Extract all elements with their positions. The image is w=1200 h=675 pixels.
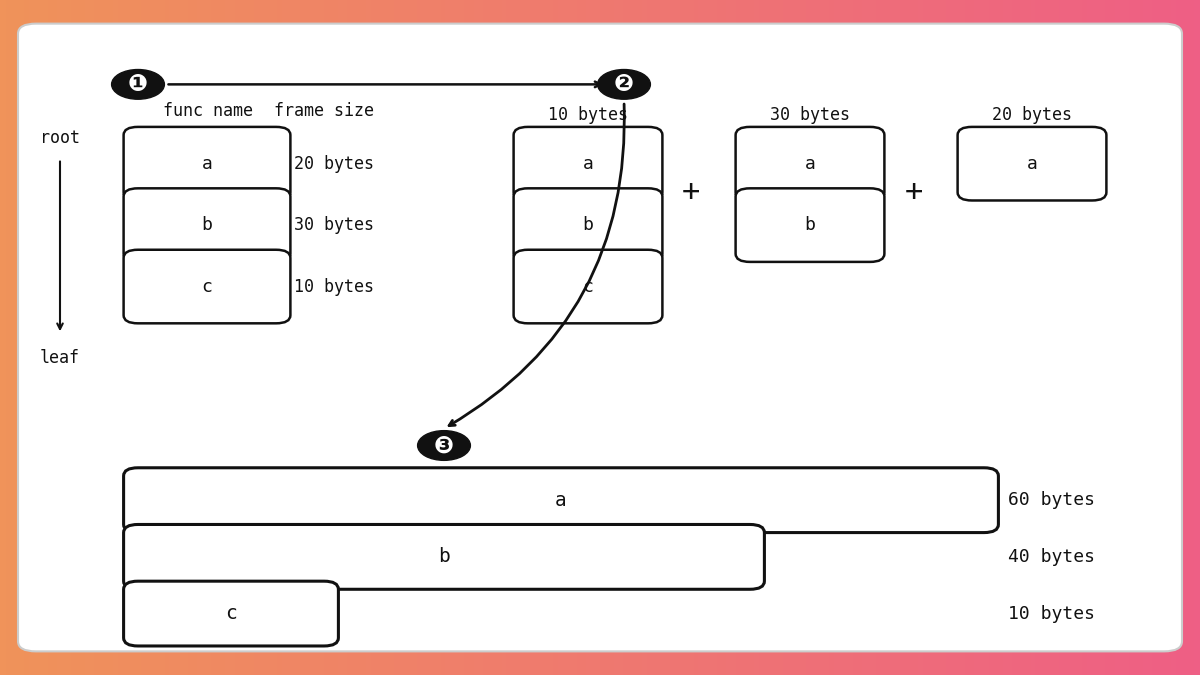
FancyBboxPatch shape — [124, 250, 290, 323]
Text: c: c — [582, 277, 594, 296]
Text: ❷: ❷ — [614, 72, 634, 97]
Text: a: a — [582, 155, 594, 173]
FancyBboxPatch shape — [736, 127, 884, 200]
Text: 20 bytes: 20 bytes — [294, 155, 374, 173]
Text: 30 bytes: 30 bytes — [770, 106, 850, 124]
Text: 10 bytes: 10 bytes — [1008, 605, 1096, 622]
Text: +: + — [905, 178, 924, 207]
FancyBboxPatch shape — [124, 127, 290, 200]
FancyBboxPatch shape — [124, 188, 290, 262]
FancyBboxPatch shape — [124, 468, 998, 533]
Text: ❸: ❸ — [434, 433, 454, 458]
Text: root: root — [40, 130, 80, 147]
FancyBboxPatch shape — [124, 581, 338, 646]
Text: c: c — [226, 604, 236, 623]
Text: frame size: frame size — [274, 103, 374, 120]
FancyBboxPatch shape — [514, 250, 662, 323]
Text: b: b — [804, 216, 816, 234]
Text: a: a — [556, 491, 566, 510]
Text: 60 bytes: 60 bytes — [1008, 491, 1096, 509]
FancyBboxPatch shape — [124, 524, 764, 589]
FancyBboxPatch shape — [958, 127, 1106, 200]
Text: leaf: leaf — [40, 349, 80, 367]
Text: a: a — [804, 155, 816, 173]
FancyBboxPatch shape — [514, 188, 662, 262]
Text: a: a — [1026, 155, 1038, 173]
FancyBboxPatch shape — [18, 24, 1182, 651]
Text: a: a — [202, 155, 212, 173]
Text: 30 bytes: 30 bytes — [294, 216, 374, 234]
Circle shape — [418, 431, 470, 460]
Text: 20 bytes: 20 bytes — [992, 106, 1072, 124]
FancyBboxPatch shape — [736, 188, 884, 262]
Text: 10 bytes: 10 bytes — [548, 106, 628, 124]
Text: +: + — [682, 178, 701, 207]
Text: b: b — [438, 547, 450, 566]
FancyBboxPatch shape — [514, 127, 662, 200]
Text: b: b — [202, 216, 212, 234]
Circle shape — [112, 70, 164, 99]
Text: 40 bytes: 40 bytes — [1008, 548, 1096, 566]
Text: func name: func name — [163, 103, 253, 120]
Circle shape — [598, 70, 650, 99]
Text: ❶: ❶ — [128, 72, 148, 97]
Text: c: c — [202, 277, 212, 296]
Text: b: b — [582, 216, 594, 234]
Text: 10 bytes: 10 bytes — [294, 277, 374, 296]
